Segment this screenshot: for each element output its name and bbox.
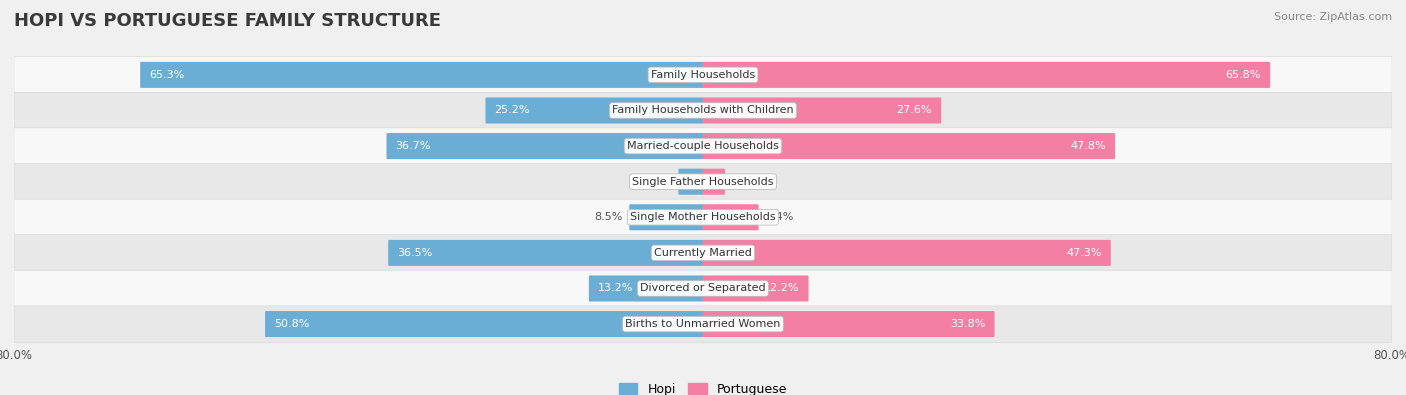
FancyBboxPatch shape [14, 199, 1392, 235]
FancyBboxPatch shape [703, 275, 808, 301]
Text: 12.2%: 12.2% [763, 284, 800, 293]
Text: 33.8%: 33.8% [950, 319, 986, 329]
Text: 50.8%: 50.8% [274, 319, 309, 329]
Text: Married-couple Households: Married-couple Households [627, 141, 779, 151]
Text: 65.3%: 65.3% [149, 70, 184, 80]
Text: Single Mother Households: Single Mother Households [630, 212, 776, 222]
Text: 2.8%: 2.8% [644, 177, 672, 187]
Text: Births to Unmarried Women: Births to Unmarried Women [626, 319, 780, 329]
Text: Single Father Households: Single Father Households [633, 177, 773, 187]
FancyBboxPatch shape [589, 275, 703, 301]
Text: 2.5%: 2.5% [731, 177, 759, 187]
FancyBboxPatch shape [14, 164, 1392, 200]
FancyBboxPatch shape [141, 62, 703, 88]
FancyBboxPatch shape [703, 169, 725, 195]
Legend: Hopi, Portuguese: Hopi, Portuguese [613, 378, 793, 395]
FancyBboxPatch shape [14, 306, 1392, 342]
FancyBboxPatch shape [703, 133, 1115, 159]
FancyBboxPatch shape [387, 133, 703, 159]
Text: 6.4%: 6.4% [765, 212, 793, 222]
Text: Divorced or Separated: Divorced or Separated [640, 284, 766, 293]
Text: 13.2%: 13.2% [598, 284, 633, 293]
FancyBboxPatch shape [703, 62, 1270, 88]
Text: 65.8%: 65.8% [1226, 70, 1261, 80]
Text: Source: ZipAtlas.com: Source: ZipAtlas.com [1274, 12, 1392, 22]
FancyBboxPatch shape [388, 240, 703, 266]
FancyBboxPatch shape [14, 235, 1392, 271]
FancyBboxPatch shape [703, 204, 759, 230]
FancyBboxPatch shape [14, 270, 1392, 307]
Text: 47.3%: 47.3% [1066, 248, 1102, 258]
FancyBboxPatch shape [703, 311, 994, 337]
FancyBboxPatch shape [14, 128, 1392, 164]
FancyBboxPatch shape [703, 240, 1111, 266]
Text: HOPI VS PORTUGUESE FAMILY STRUCTURE: HOPI VS PORTUGUESE FAMILY STRUCTURE [14, 12, 441, 30]
FancyBboxPatch shape [14, 92, 1392, 129]
FancyBboxPatch shape [630, 204, 703, 230]
Text: Family Households: Family Households [651, 70, 755, 80]
Text: 36.5%: 36.5% [398, 248, 433, 258]
Text: 27.6%: 27.6% [897, 105, 932, 115]
Text: 47.8%: 47.8% [1070, 141, 1107, 151]
FancyBboxPatch shape [266, 311, 703, 337]
Text: Family Households with Children: Family Households with Children [612, 105, 794, 115]
Text: 36.7%: 36.7% [395, 141, 430, 151]
Text: 8.5%: 8.5% [595, 212, 623, 222]
FancyBboxPatch shape [703, 98, 941, 124]
Text: 25.2%: 25.2% [495, 105, 530, 115]
FancyBboxPatch shape [679, 169, 703, 195]
FancyBboxPatch shape [485, 98, 703, 124]
Text: Currently Married: Currently Married [654, 248, 752, 258]
FancyBboxPatch shape [14, 57, 1392, 93]
